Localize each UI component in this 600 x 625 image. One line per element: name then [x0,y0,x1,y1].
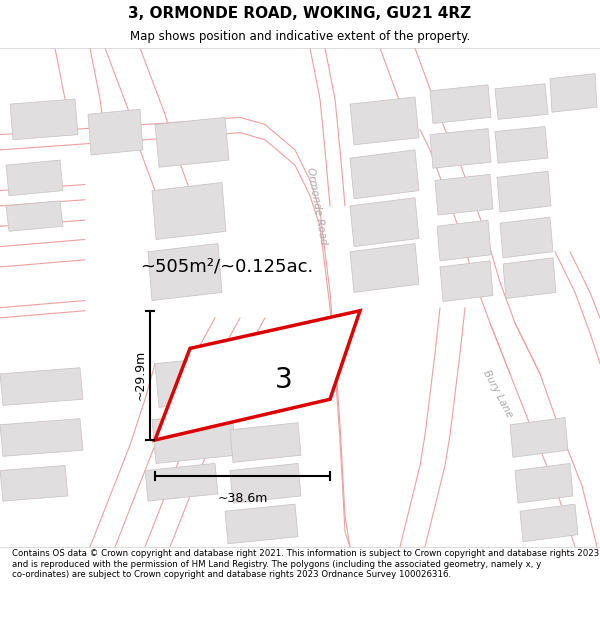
Polygon shape [437,220,491,261]
Polygon shape [503,258,556,299]
Text: Bury Lane: Bury Lane [481,369,515,420]
Polygon shape [430,85,491,124]
Polygon shape [152,182,226,239]
Polygon shape [225,504,298,544]
Polygon shape [497,171,551,212]
Text: 3: 3 [275,366,293,394]
Polygon shape [88,109,143,155]
Polygon shape [145,463,218,501]
Polygon shape [495,84,548,119]
Text: Contains OS data © Crown copyright and database right 2021. This information is : Contains OS data © Crown copyright and d… [12,549,599,579]
Text: Ormonde Road: Ormonde Road [305,166,329,246]
Text: Map shows position and indicative extent of the property.: Map shows position and indicative extent… [130,29,470,42]
Polygon shape [152,411,236,463]
Text: ~29.9m: ~29.9m [133,350,146,401]
Polygon shape [155,118,229,168]
Text: ~505m²/~0.125ac.: ~505m²/~0.125ac. [140,258,313,276]
Polygon shape [350,244,419,292]
Text: 3, ORMONDE ROAD, WOKING, GU21 4RZ: 3, ORMONDE ROAD, WOKING, GU21 4RZ [128,6,472,21]
Polygon shape [0,419,83,456]
Polygon shape [148,244,222,301]
Polygon shape [520,504,578,542]
Polygon shape [0,368,83,406]
Polygon shape [10,99,78,140]
Polygon shape [440,261,493,302]
Polygon shape [495,126,548,163]
Polygon shape [430,129,491,168]
Polygon shape [515,463,573,503]
Polygon shape [350,198,419,247]
Polygon shape [510,418,568,457]
Polygon shape [230,422,301,462]
Polygon shape [435,174,493,215]
Polygon shape [155,356,239,408]
Polygon shape [550,74,597,112]
Polygon shape [0,466,68,501]
Polygon shape [350,150,419,199]
Text: ~38.6m: ~38.6m [217,492,268,505]
Polygon shape [155,311,360,440]
Polygon shape [6,201,63,231]
Polygon shape [500,217,553,258]
Polygon shape [230,463,301,503]
Polygon shape [6,160,63,196]
Polygon shape [350,97,419,145]
